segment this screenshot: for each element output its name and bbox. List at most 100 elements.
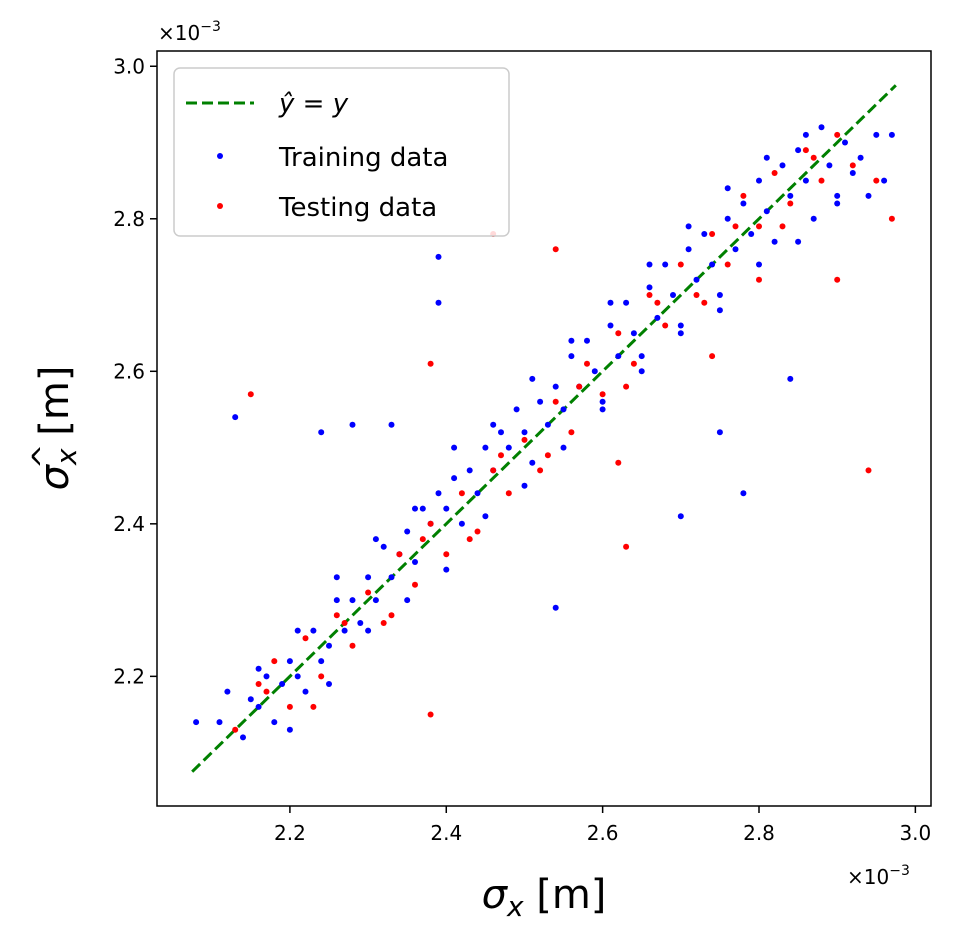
testing-point	[849, 162, 856, 169]
training-point	[529, 459, 536, 466]
testing-point	[568, 429, 575, 436]
training-point	[771, 238, 778, 245]
training-point	[724, 185, 731, 192]
testing-point	[615, 330, 622, 337]
training-point	[232, 414, 239, 421]
y-ticks: 2.2 2.4 2.6 2.8 3.0	[113, 54, 157, 688]
testing-point	[865, 467, 872, 474]
training-point	[286, 658, 293, 665]
x-axis-label: σx [m]	[482, 872, 607, 923]
training-point	[240, 734, 246, 741]
training-point	[412, 559, 418, 565]
training-point	[615, 353, 622, 360]
training-point	[537, 398, 544, 405]
training-point	[677, 513, 684, 520]
training-point	[443, 566, 450, 573]
legend-marker-testing	[217, 203, 223, 209]
training-point	[568, 353, 575, 360]
training-point	[326, 681, 332, 687]
training-point	[740, 490, 747, 497]
training-point	[349, 421, 356, 428]
testing-point	[693, 292, 700, 298]
testing-point	[388, 612, 395, 619]
testing-point	[576, 383, 583, 390]
testing-point	[255, 681, 262, 687]
training-point	[388, 421, 395, 428]
y-label-hat: ^	[27, 444, 62, 469]
testing-point	[756, 276, 762, 283]
training-point	[498, 429, 504, 436]
y-tick-label: 2.8	[113, 207, 145, 231]
training-point	[435, 253, 442, 260]
training-point	[544, 421, 551, 428]
training-point	[333, 597, 340, 604]
y-tick-label: 2.6	[113, 359, 145, 383]
legend-label-training: Training data	[278, 143, 448, 173]
training-point	[842, 139, 848, 146]
x-tick-label: 2.4	[430, 821, 462, 845]
training-point	[193, 719, 200, 726]
training-point	[646, 284, 653, 291]
training-point	[318, 429, 325, 436]
training-point	[482, 444, 489, 451]
testing-point	[349, 642, 356, 649]
training-point	[630, 330, 637, 337]
testing-point	[318, 673, 325, 680]
training-point	[404, 597, 411, 604]
testing-point	[709, 231, 716, 237]
training-point	[677, 330, 684, 337]
training-point	[716, 307, 723, 314]
training-point	[458, 520, 465, 527]
testing-point	[341, 620, 348, 626]
testing-point	[701, 299, 708, 306]
y-scale-offset: ×10−3	[158, 19, 221, 45]
testing-point	[810, 154, 817, 161]
training-point	[654, 314, 661, 321]
training-point	[810, 215, 817, 222]
testing-point	[286, 703, 293, 710]
training-point	[263, 673, 270, 680]
training-point	[310, 627, 317, 634]
y-tick-label: 2.2	[113, 664, 145, 688]
testing-point	[787, 200, 794, 207]
testing-point	[537, 467, 544, 474]
testing-point	[466, 536, 473, 543]
training-point	[763, 208, 770, 215]
training-point	[670, 292, 676, 298]
testing-point	[263, 688, 270, 695]
testing-point	[490, 467, 497, 474]
training-point	[779, 162, 786, 169]
training-point	[857, 154, 864, 161]
training-point	[826, 162, 833, 169]
training-point	[732, 246, 739, 253]
testing-point	[380, 620, 387, 626]
training-point	[349, 597, 356, 604]
training-point	[646, 261, 653, 268]
training-point	[834, 192, 841, 199]
testing-point	[552, 398, 559, 405]
testing-point	[302, 635, 309, 642]
training-point	[584, 337, 590, 344]
training-point	[388, 574, 395, 581]
training-point	[888, 131, 895, 138]
svg-text:σx [m]: σx [m]	[32, 366, 83, 491]
training-point	[763, 154, 770, 161]
training-point	[748, 231, 755, 237]
training-point	[677, 322, 684, 329]
training-point	[224, 688, 231, 695]
testing-point	[888, 215, 895, 222]
testing-point	[615, 459, 622, 466]
testing-point	[365, 589, 372, 596]
training-point	[435, 490, 442, 497]
training-point	[834, 200, 841, 207]
testing-point	[333, 612, 340, 619]
testing-point	[677, 261, 684, 268]
testing-point	[724, 261, 731, 268]
testing-point	[544, 452, 551, 459]
legend: ŷ = y Training data Testing data	[173, 67, 510, 237]
training-point	[795, 147, 802, 154]
training-point	[591, 368, 598, 375]
testing-point	[458, 490, 465, 497]
training-point	[756, 177, 762, 184]
training-point	[372, 536, 379, 543]
